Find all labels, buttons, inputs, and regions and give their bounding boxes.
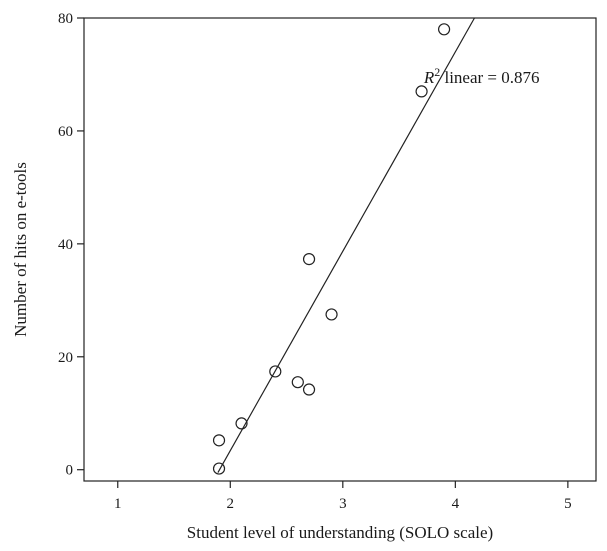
y-tick-label: 40	[58, 237, 73, 253]
regression-line	[217, 17, 475, 473]
r-squared-annotation: R2 linear = 0.876	[423, 65, 540, 87]
x-tick-label: 5	[564, 496, 572, 512]
fit-layer	[217, 17, 475, 473]
data-point	[302, 383, 316, 396]
x-tick-label: 4	[452, 496, 460, 512]
x-tick-label: 1	[114, 496, 122, 512]
x-tick-label: 3	[339, 496, 347, 512]
data-point	[302, 252, 316, 266]
y-tick-label: 80	[58, 11, 73, 27]
data-point	[437, 23, 451, 36]
x-axis-title: Student level of understanding (SOLO sca…	[187, 523, 493, 542]
y-tick-label: 0	[66, 463, 74, 479]
ticks-layer: 1 2 3 4 5 0 20 40 60 80	[58, 11, 572, 512]
x-tick-label: 2	[227, 496, 235, 512]
data-point	[212, 434, 226, 447]
points-layer	[212, 23, 451, 475]
plot-frame	[83, 17, 597, 482]
data-point	[235, 417, 248, 430]
r-squared-text: linear = 0.876	[440, 68, 539, 87]
r-symbol: R	[423, 68, 435, 87]
r-superscript: 2	[434, 65, 440, 79]
data-point	[291, 376, 304, 389]
data-point	[269, 365, 282, 378]
y-tick-label: 60	[58, 124, 73, 140]
y-tick-label: 20	[58, 350, 73, 366]
y-axis-title: Number of hits on e-tools	[11, 162, 30, 337]
data-point	[325, 308, 338, 321]
data-point	[212, 462, 226, 475]
data-point	[415, 85, 428, 98]
